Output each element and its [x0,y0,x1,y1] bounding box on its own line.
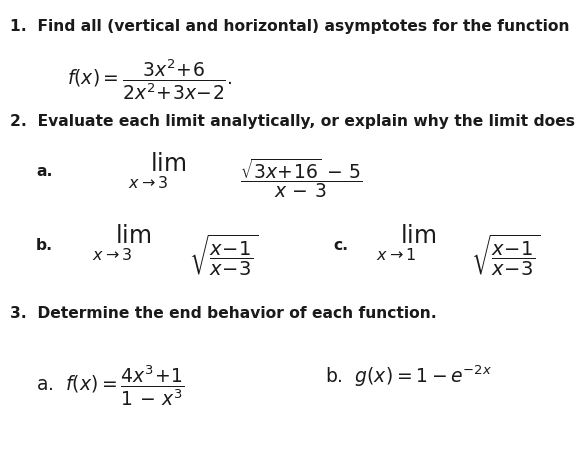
Text: a.  $f(x)=\dfrac{4x^3\!+\!1}{1\,-\,x^3}$: a. $f(x)=\dfrac{4x^3\!+\!1}{1\,-\,x^3}$ [36,363,184,408]
Text: $\sqrt{\dfrac{x\!-\!1}{x\!-\!3}}$: $\sqrt{\dfrac{x\!-\!1}{x\!-\!3}}$ [471,233,541,278]
Text: b.: b. [36,238,53,253]
Text: $\dfrac{\sqrt{3x\!+\!16}\,-\,5}{x\,-\,3}$: $\dfrac{\sqrt{3x\!+\!16}\,-\,5}{x\,-\,3}… [240,156,363,200]
Text: $x\rightarrow 1$: $x\rightarrow 1$ [376,247,416,264]
Text: $\lim$: $\lim$ [150,152,186,176]
Text: 2.  Evaluate each limit analytically, or explain why the limit does not exist:: 2. Evaluate each limit analytically, or … [10,114,580,129]
Text: 3.  Determine the end behavior of each function.: 3. Determine the end behavior of each fu… [10,306,437,322]
Text: $\lim$: $\lim$ [115,224,151,248]
Text: $x\rightarrow 3$: $x\rightarrow 3$ [92,247,132,264]
Text: b.  $g(x)=1-e^{-2x}$: b. $g(x)=1-e^{-2x}$ [325,363,492,389]
Text: $f(x)=\dfrac{3x^2\!+\!6}{2x^2\!+\!3x\!-\!2}.$: $f(x)=\dfrac{3x^2\!+\!6}{2x^2\!+\!3x\!-\… [67,57,232,102]
Text: a.: a. [36,164,52,179]
Text: $\lim$: $\lim$ [400,224,436,248]
Text: $\sqrt{\dfrac{x\!-\!1}{x\!-\!3}}$: $\sqrt{\dfrac{x\!-\!1}{x\!-\!3}}$ [188,233,258,278]
Text: 1.  Find all (vertical and horizontal) asymptotes for the function: 1. Find all (vertical and horizontal) as… [10,19,570,34]
Text: c.: c. [334,238,349,253]
Text: $x\rightarrow 3$: $x\rightarrow 3$ [128,175,168,191]
